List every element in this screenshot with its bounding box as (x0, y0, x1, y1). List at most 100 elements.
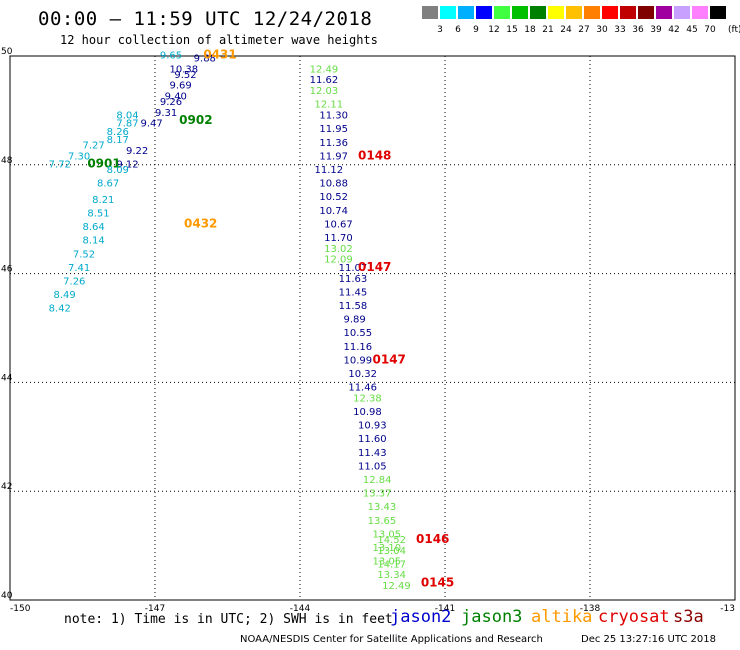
wave-height-label: 13.43 (368, 502, 397, 513)
color-scale-label: 70 (704, 25, 716, 35)
pass-time-label: 0145 (421, 575, 454, 589)
color-scale-label: 12 (488, 25, 500, 35)
pass-time-label: 0148 (358, 148, 391, 162)
wave-height-label: 10.99 (344, 355, 373, 366)
wave-height-label: 12.84 (363, 475, 392, 486)
wave-height-label: 7.52 (73, 249, 95, 260)
wave-height-label: 7.27 (83, 140, 105, 151)
wave-height-label: 11.05 (358, 461, 387, 472)
wave-height-label: 8.49 (54, 290, 76, 301)
color-swatch (548, 6, 564, 19)
color-scale-label: 33 (614, 25, 626, 35)
latitude-tick-label: 40 (1, 591, 13, 601)
wave-height-label: 8.42 (49, 304, 71, 315)
wave-height-label: 10.55 (344, 328, 373, 339)
wave-height-label: 10.38 (170, 64, 199, 75)
wave-height-label: 11.97 (319, 151, 348, 162)
color-swatch (458, 6, 474, 19)
wave-height-label: 7.30 (68, 151, 90, 162)
wave-height-label: 13.04 (377, 546, 406, 557)
color-swatch (476, 6, 492, 19)
wave-height-label: 8.26 (107, 127, 129, 138)
wave-height-label: 13.05 (373, 529, 402, 540)
wave-height-label: 11.43 (358, 448, 387, 459)
wave-height-label: 9.26 (160, 97, 182, 108)
wave-height-label: 8.64 (83, 222, 105, 233)
latitude-tick-label: 48 (1, 156, 13, 166)
wave-height-label: 7.41 (68, 263, 90, 274)
legend-item-jason3: jason3 (461, 607, 523, 627)
pass-time-label: 0902 (179, 113, 212, 127)
wave-height-label: 9.89 (344, 315, 366, 326)
longitude-tick-label: -144 (290, 604, 311, 614)
wave-height-label: 10.52 (319, 192, 348, 203)
wave-height-label: 13.10 (373, 543, 402, 554)
wave-height-label: 7.87 (116, 119, 138, 130)
wave-height-label: 12.03 (310, 86, 339, 97)
wave-height-label: 9.12 (116, 160, 138, 171)
wave-height-label: 12.09 (324, 255, 353, 266)
wave-height-label: 10.98 (353, 407, 382, 418)
wave-height-label: 7.26 (63, 276, 85, 287)
wave-height-label: 11.30 (319, 111, 348, 122)
latitude-tick-label: 42 (1, 482, 12, 492)
longitude-tick-label: -147 (145, 604, 165, 614)
wave-height-label: 12.38 (353, 393, 382, 404)
footer-timestamp: Dec 25 13:27:16 UTC 2018 (581, 634, 716, 645)
wave-height-label: 11.12 (315, 165, 344, 176)
wave-height-label: 9.22 (126, 146, 148, 157)
color-swatch (710, 6, 726, 19)
legend-item-jason2: jason2 (390, 607, 452, 627)
color-scale-label: 15 (506, 25, 518, 35)
color-scale-label: 36 (632, 25, 644, 35)
color-scale-label: 30 (596, 25, 608, 35)
color-scale-label: 9 (473, 25, 479, 35)
wave-height-label: 8.51 (87, 208, 109, 219)
color-swatch (440, 6, 456, 19)
wave-height-label: 8.04 (116, 111, 138, 122)
wave-height-label: 8.09 (107, 165, 129, 176)
color-scale-label: 6 (455, 25, 461, 35)
color-scale-label: 45 (686, 25, 698, 35)
pass-time-label: 0432 (184, 216, 217, 230)
color-swatch (584, 6, 600, 19)
pass-time-label: 0146 (416, 532, 449, 546)
map-title: 00:00 – 11:59 UTC 12/24/2018 (38, 8, 373, 30)
wave-height-label: 10.88 (319, 179, 348, 190)
wave-height-label: 9.52 (174, 70, 196, 81)
wave-height-label: 14.52 (377, 535, 406, 546)
color-swatch (692, 6, 708, 19)
color-swatch (602, 6, 618, 19)
wave-height-label: 10.93 (358, 421, 387, 432)
wave-height-label: 11.60 (358, 434, 387, 445)
wave-height-label: 11.63 (339, 274, 368, 285)
color-swatch (638, 6, 654, 19)
color-swatch (620, 6, 636, 19)
color-scale-label: 21 (542, 25, 554, 35)
wave-height-label: 8.14 (83, 236, 105, 247)
wave-height-label: 11.46 (348, 383, 377, 394)
wave-height-label: 11.16 (344, 342, 373, 353)
wave-height-label: 10.32 (348, 369, 377, 380)
color-scale-label: 3 (437, 25, 443, 35)
color-swatch (512, 6, 528, 19)
color-scale-label: 18 (524, 25, 536, 35)
legend-item-altika: altika (531, 607, 593, 627)
footer-credit: NOAA/NESDIS Center for Satellite Applica… (240, 634, 543, 645)
wave-height-label: 11.62 (310, 75, 339, 86)
color-swatch (494, 6, 510, 19)
color-swatch (674, 6, 690, 19)
latitude-tick-label: 50 (1, 47, 13, 57)
longitude-tick-label: -13 (720, 604, 735, 614)
pass-time-label: 0901 (87, 157, 120, 171)
plot-frame (9, 55, 736, 601)
footer-note: note: 1) Time is in UTC; 2) SWH is in fe… (64, 612, 393, 627)
wave-height-label: 11.45 (339, 287, 368, 298)
wave-height-label: 7.72 (49, 160, 71, 171)
wave-height-label: 8.21 (92, 195, 114, 206)
wave-height-label: 13.34 (377, 570, 406, 581)
pass-time-label: 0431 (203, 48, 236, 62)
color-scale-label: 27 (578, 25, 590, 35)
color-swatch (566, 6, 582, 19)
